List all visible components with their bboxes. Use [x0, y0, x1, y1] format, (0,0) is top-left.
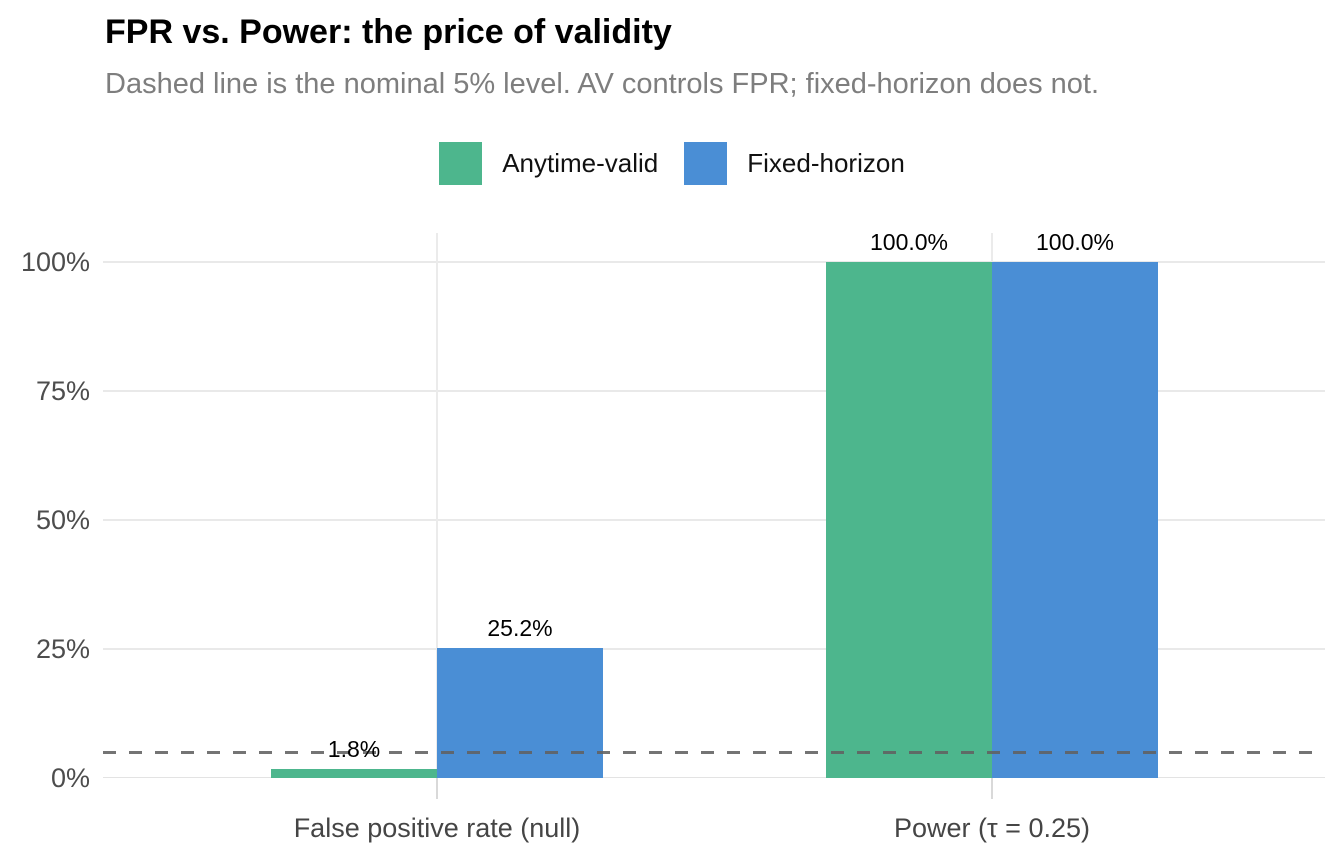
legend-item-anytime-valid: Anytime-valid [439, 142, 658, 185]
chart-legend: Anytime-valid Fixed-horizon [0, 142, 1344, 185]
h-gridline-0 [103, 777, 1325, 778]
legend-label: Fixed-horizon [747, 148, 905, 178]
y-tick-label: 0% [50, 763, 90, 793]
bar-anytime-valid-power-0-25 [826, 262, 992, 778]
x-tick-0 [436, 778, 438, 799]
x-tick-1 [991, 778, 993, 799]
bar-value-label: 100.0% [1035, 233, 1114, 255]
x-axis-category-label: False positive rate (null) [293, 813, 581, 843]
reference-line-5pct [103, 750, 1325, 754]
bar-value-label: 100.0% [869, 233, 948, 255]
plot-panel: 1.8% 25.2% 100.0% 100.0% [103, 233, 1325, 778]
legend-swatch-fixed-horizon [684, 142, 728, 185]
bar-value-label: 25.2% [487, 614, 553, 641]
h-gridline-50 [103, 519, 1325, 521]
y-tick-label: 25% [35, 634, 90, 664]
h-gridline-100 [103, 261, 1325, 263]
bar-value-label: 1.8% [327, 735, 381, 762]
legend-item-fixed-horizon: Fixed-horizon [684, 142, 905, 185]
legend-swatch-anytime-valid [439, 142, 483, 185]
x-axis-category-label: Power (τ = 0.25) [893, 813, 1090, 843]
chart-title: FPR vs. Power: the price of validity [105, 13, 672, 51]
bar-fixed-horizon-false-positive-rate-null [437, 647, 603, 778]
bar-fixed-horizon-power-0-25 [992, 262, 1158, 778]
h-gridline-25 [103, 648, 1325, 650]
y-tick-label: 50% [35, 505, 90, 535]
y-tick-label: 75% [35, 376, 90, 406]
y-tick-label: 100% [20, 247, 90, 277]
v-gridline-0 [436, 233, 438, 778]
bar-anytime-valid-false-positive-rate-null [271, 768, 437, 778]
h-gridline-75 [103, 390, 1325, 392]
legend-label: Anytime-valid [502, 148, 659, 178]
chart-subtitle: Dashed line is the nominal 5% level. AV … [105, 68, 1100, 100]
